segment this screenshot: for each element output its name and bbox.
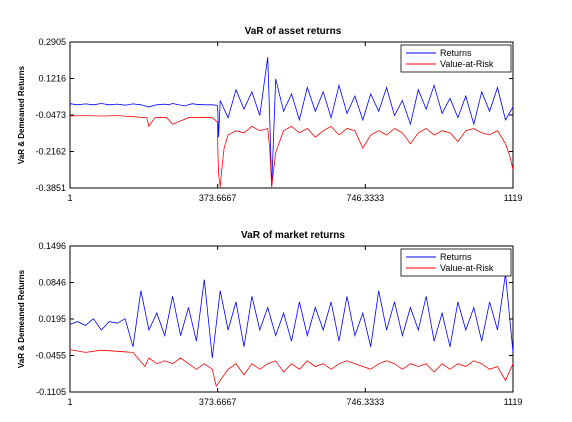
y-tick-label: -0.3851: [35, 183, 66, 193]
y-tick-label: 0.0846: [38, 278, 66, 288]
y-tick-label: -0.0473: [35, 110, 66, 120]
plot-area-asset: 1 373.6667 746.3333 1119 0.2905 0.1216 -0.0473…: [35, 37, 522, 203]
x-tick-label: 1: [67, 193, 72, 203]
x-tick-label: 373.6667: [199, 397, 237, 407]
chart-title-asset: VaR of asset returns: [245, 26, 342, 37]
series-line-returns: [69, 273, 514, 359]
y-axis-label-market: VaR & Demeaned Returns: [17, 269, 26, 368]
y-tick-label: 0.2905: [38, 37, 66, 47]
series-line-returns: [69, 57, 514, 187]
legend-label: Returns: [440, 252, 472, 262]
x-tick-label: 373.6667: [199, 193, 237, 203]
x-tick-label: 746.3333: [347, 193, 385, 203]
legend-label: Returns: [440, 48, 472, 58]
plot-area-market: 1 373.6667 746.3333 1119 0.1496 0.0846 0.0195 -…: [35, 241, 522, 407]
legend-box: [400, 44, 512, 73]
x-tick-label: 1119: [504, 397, 523, 407]
series-line-value-at-risk: [69, 349, 514, 388]
x-tick-label: 746.3333: [347, 397, 385, 407]
asset-returns-panel: VaR of asset returns VaR & Demeaned Retu…: [17, 26, 522, 203]
y-tick-label: 0.1216: [38, 74, 66, 84]
chart-title-market: VaR of market returns: [241, 230, 345, 241]
x-tick-label: 1119: [504, 193, 523, 203]
y-tick-label: -0.2162: [35, 147, 66, 157]
legend-label: Value-at-Risk: [440, 59, 494, 69]
y-tick-label: -0.1105: [36, 387, 66, 397]
legend-box: [400, 248, 512, 277]
legend-label: Value-at-Risk: [440, 263, 494, 273]
y-tick-label: 0.1496: [38, 241, 66, 251]
x-tick-label: 1: [67, 397, 72, 407]
y-axis-label-asset: VaR & Demeaned Returns: [17, 65, 26, 164]
series-line-value-at-risk: [69, 115, 514, 187]
y-tick-label: -0.0455: [35, 351, 66, 361]
y-tick-label: 0.0195: [38, 314, 66, 324]
market-returns-panel: VaR of market returns VaR & Demeaned Ret…: [17, 230, 522, 407]
